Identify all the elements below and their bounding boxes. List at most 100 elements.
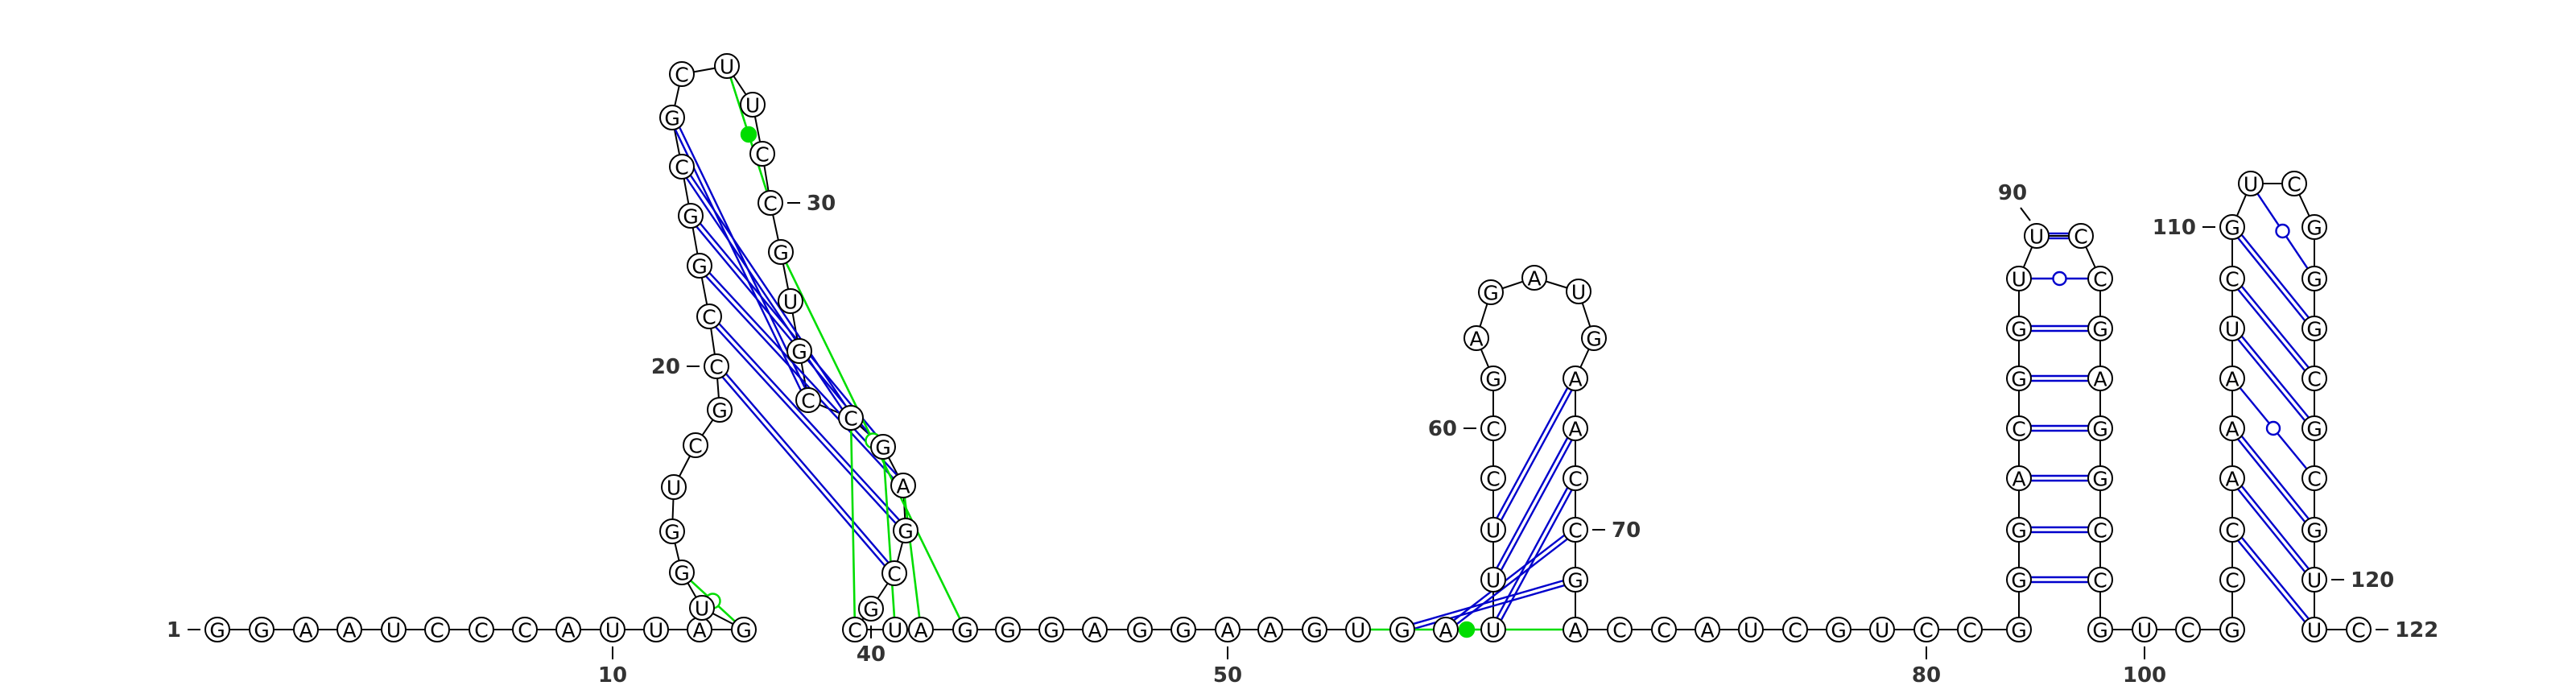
nucleotide: U: [381, 617, 407, 642]
nucleotide: U: [1480, 617, 1506, 642]
nucleotide-letter: C: [675, 156, 688, 180]
nucleotide-letter: C: [2287, 173, 2301, 196]
nucleotide-circle: [707, 397, 733, 423]
position-label: 30: [807, 192, 836, 216]
nucleotide-letter: G: [875, 436, 890, 460]
nucleotide-circle: [2219, 567, 2245, 593]
nucleotide-circle: [678, 203, 704, 229]
nucleotide: A: [2219, 366, 2245, 391]
base-pair-layer: [674, 76, 2310, 638]
nucleotide: C: [704, 353, 729, 379]
nucleotide-circle: [1563, 415, 1588, 441]
position-label: 100: [2123, 663, 2166, 688]
nucleotide-letter: A: [561, 619, 575, 642]
nucleotide-letter: U: [1875, 619, 1889, 642]
nucleotide: G: [731, 617, 757, 642]
nucleotide-letter: G: [2011, 318, 2026, 341]
nucleotide-letter: C: [2225, 519, 2239, 543]
nucleotide-letter: C: [887, 563, 901, 586]
nucleotide-letter: C: [474, 619, 488, 642]
nucleotide-letter: C: [2012, 418, 2025, 441]
nucleotide: A: [555, 617, 581, 642]
canonical-pair-line: [2237, 338, 2306, 422]
nucleotide: A: [1563, 415, 1588, 441]
nucleotide-circle: [2238, 171, 2264, 196]
nucleotide: G: [768, 239, 794, 265]
nucleotide-circle: [2087, 465, 2113, 491]
nucleotide-letter: U: [1744, 619, 1758, 642]
nucleotide-circle: [2301, 517, 2327, 543]
nucleotide: C: [838, 405, 864, 431]
nucleotide-circle: [1563, 517, 1588, 543]
nucleotide: A: [1563, 617, 1588, 642]
nucleotide-letter: U: [2307, 569, 2322, 593]
nucleotide-letter: U: [386, 619, 401, 642]
nucleotide-letter: C: [2093, 569, 2107, 593]
nucleotide: G: [2006, 517, 2032, 543]
canonical-pair-line: [1413, 580, 1564, 626]
nucleotide: G: [2087, 465, 2113, 491]
nucleotide-letter: C: [2307, 468, 2321, 491]
nucleotide: A: [2219, 465, 2245, 491]
nucleotide-letter: C: [2307, 368, 2321, 391]
nucleotide-letter: C: [2225, 268, 2239, 291]
nucleotide-circle: [669, 560, 695, 585]
nucleotide-circle: [2087, 415, 2113, 441]
nucleotide: G: [870, 434, 896, 460]
nucleotide-circle: [1038, 617, 1064, 642]
nucleotide-letter: C: [755, 143, 769, 167]
nucleotide-letter: C: [430, 619, 444, 642]
nucleotide-circle: [786, 338, 812, 364]
nucleotide-circle: [1581, 325, 1607, 351]
nucleotide-circle: [689, 595, 715, 621]
nucleotide-letter: C: [1568, 468, 1582, 491]
canonical-pair-line: [2237, 539, 2306, 623]
nucleotide-letter: A: [342, 619, 356, 642]
nucleotide-circle: [1782, 617, 1808, 642]
nucleotide-circle: [469, 617, 494, 642]
nucleotide-letter: U: [649, 619, 663, 642]
nucleotide-circle: [512, 617, 538, 642]
nucleotide-circle: [424, 617, 450, 642]
nucleotide: C: [758, 190, 783, 216]
nucleotide-letter: G: [2306, 318, 2322, 341]
nucleotide-letter: G: [1586, 328, 1601, 351]
nucleotide-letter: U: [1486, 519, 1501, 543]
nucleotide-letter: A: [1088, 619, 1101, 642]
nucleotide-letter: C: [763, 192, 777, 216]
nucleotide-letter: A: [2012, 468, 2025, 491]
nucleotide-circle: [1389, 617, 1415, 642]
nucleotide: U: [740, 92, 766, 118]
nucleotide-circle: [768, 239, 794, 265]
nucleotide: U: [1738, 617, 1764, 642]
nucleotide-circle: [952, 617, 978, 642]
canonical-pair-line: [1455, 538, 1568, 626]
nucleotide: C: [2219, 517, 2245, 543]
nucleotide-circle: [704, 353, 729, 379]
nucleotide: G: [1127, 617, 1153, 642]
canonical-pair-line: [2237, 438, 2306, 522]
nucleotide: G: [2006, 366, 2032, 391]
nucleotide-circle: [2006, 567, 2032, 593]
nucleotide: G: [2006, 316, 2032, 341]
canonical-pair-line: [674, 129, 802, 391]
nucleotide-letter: C: [801, 390, 815, 413]
nucleotide-letter: G: [2011, 569, 2026, 593]
canonical-pair-line: [696, 225, 875, 440]
nucleotide-circle: [2087, 266, 2113, 291]
nucleotide-circle: [731, 617, 757, 642]
nucleotide: C: [749, 141, 775, 167]
nucleotide-circle: [643, 617, 669, 642]
nucleotide: A: [293, 617, 319, 642]
nucleotide-circle: [696, 304, 722, 329]
noncanonical-pair-marker: [1458, 621, 1476, 638]
nucleotide-circle: [381, 617, 407, 642]
nucleotide-letter: G: [1483, 282, 1498, 305]
nucleotide-circle: [858, 596, 884, 622]
nucleotide-letter: U: [745, 94, 760, 118]
canonical-pair-line: [2240, 335, 2310, 419]
nucleotide-circle: [249, 617, 275, 642]
nucleotide-letter: U: [605, 619, 620, 642]
nucleotide: G: [893, 518, 919, 543]
nucleotide: U: [600, 617, 625, 642]
